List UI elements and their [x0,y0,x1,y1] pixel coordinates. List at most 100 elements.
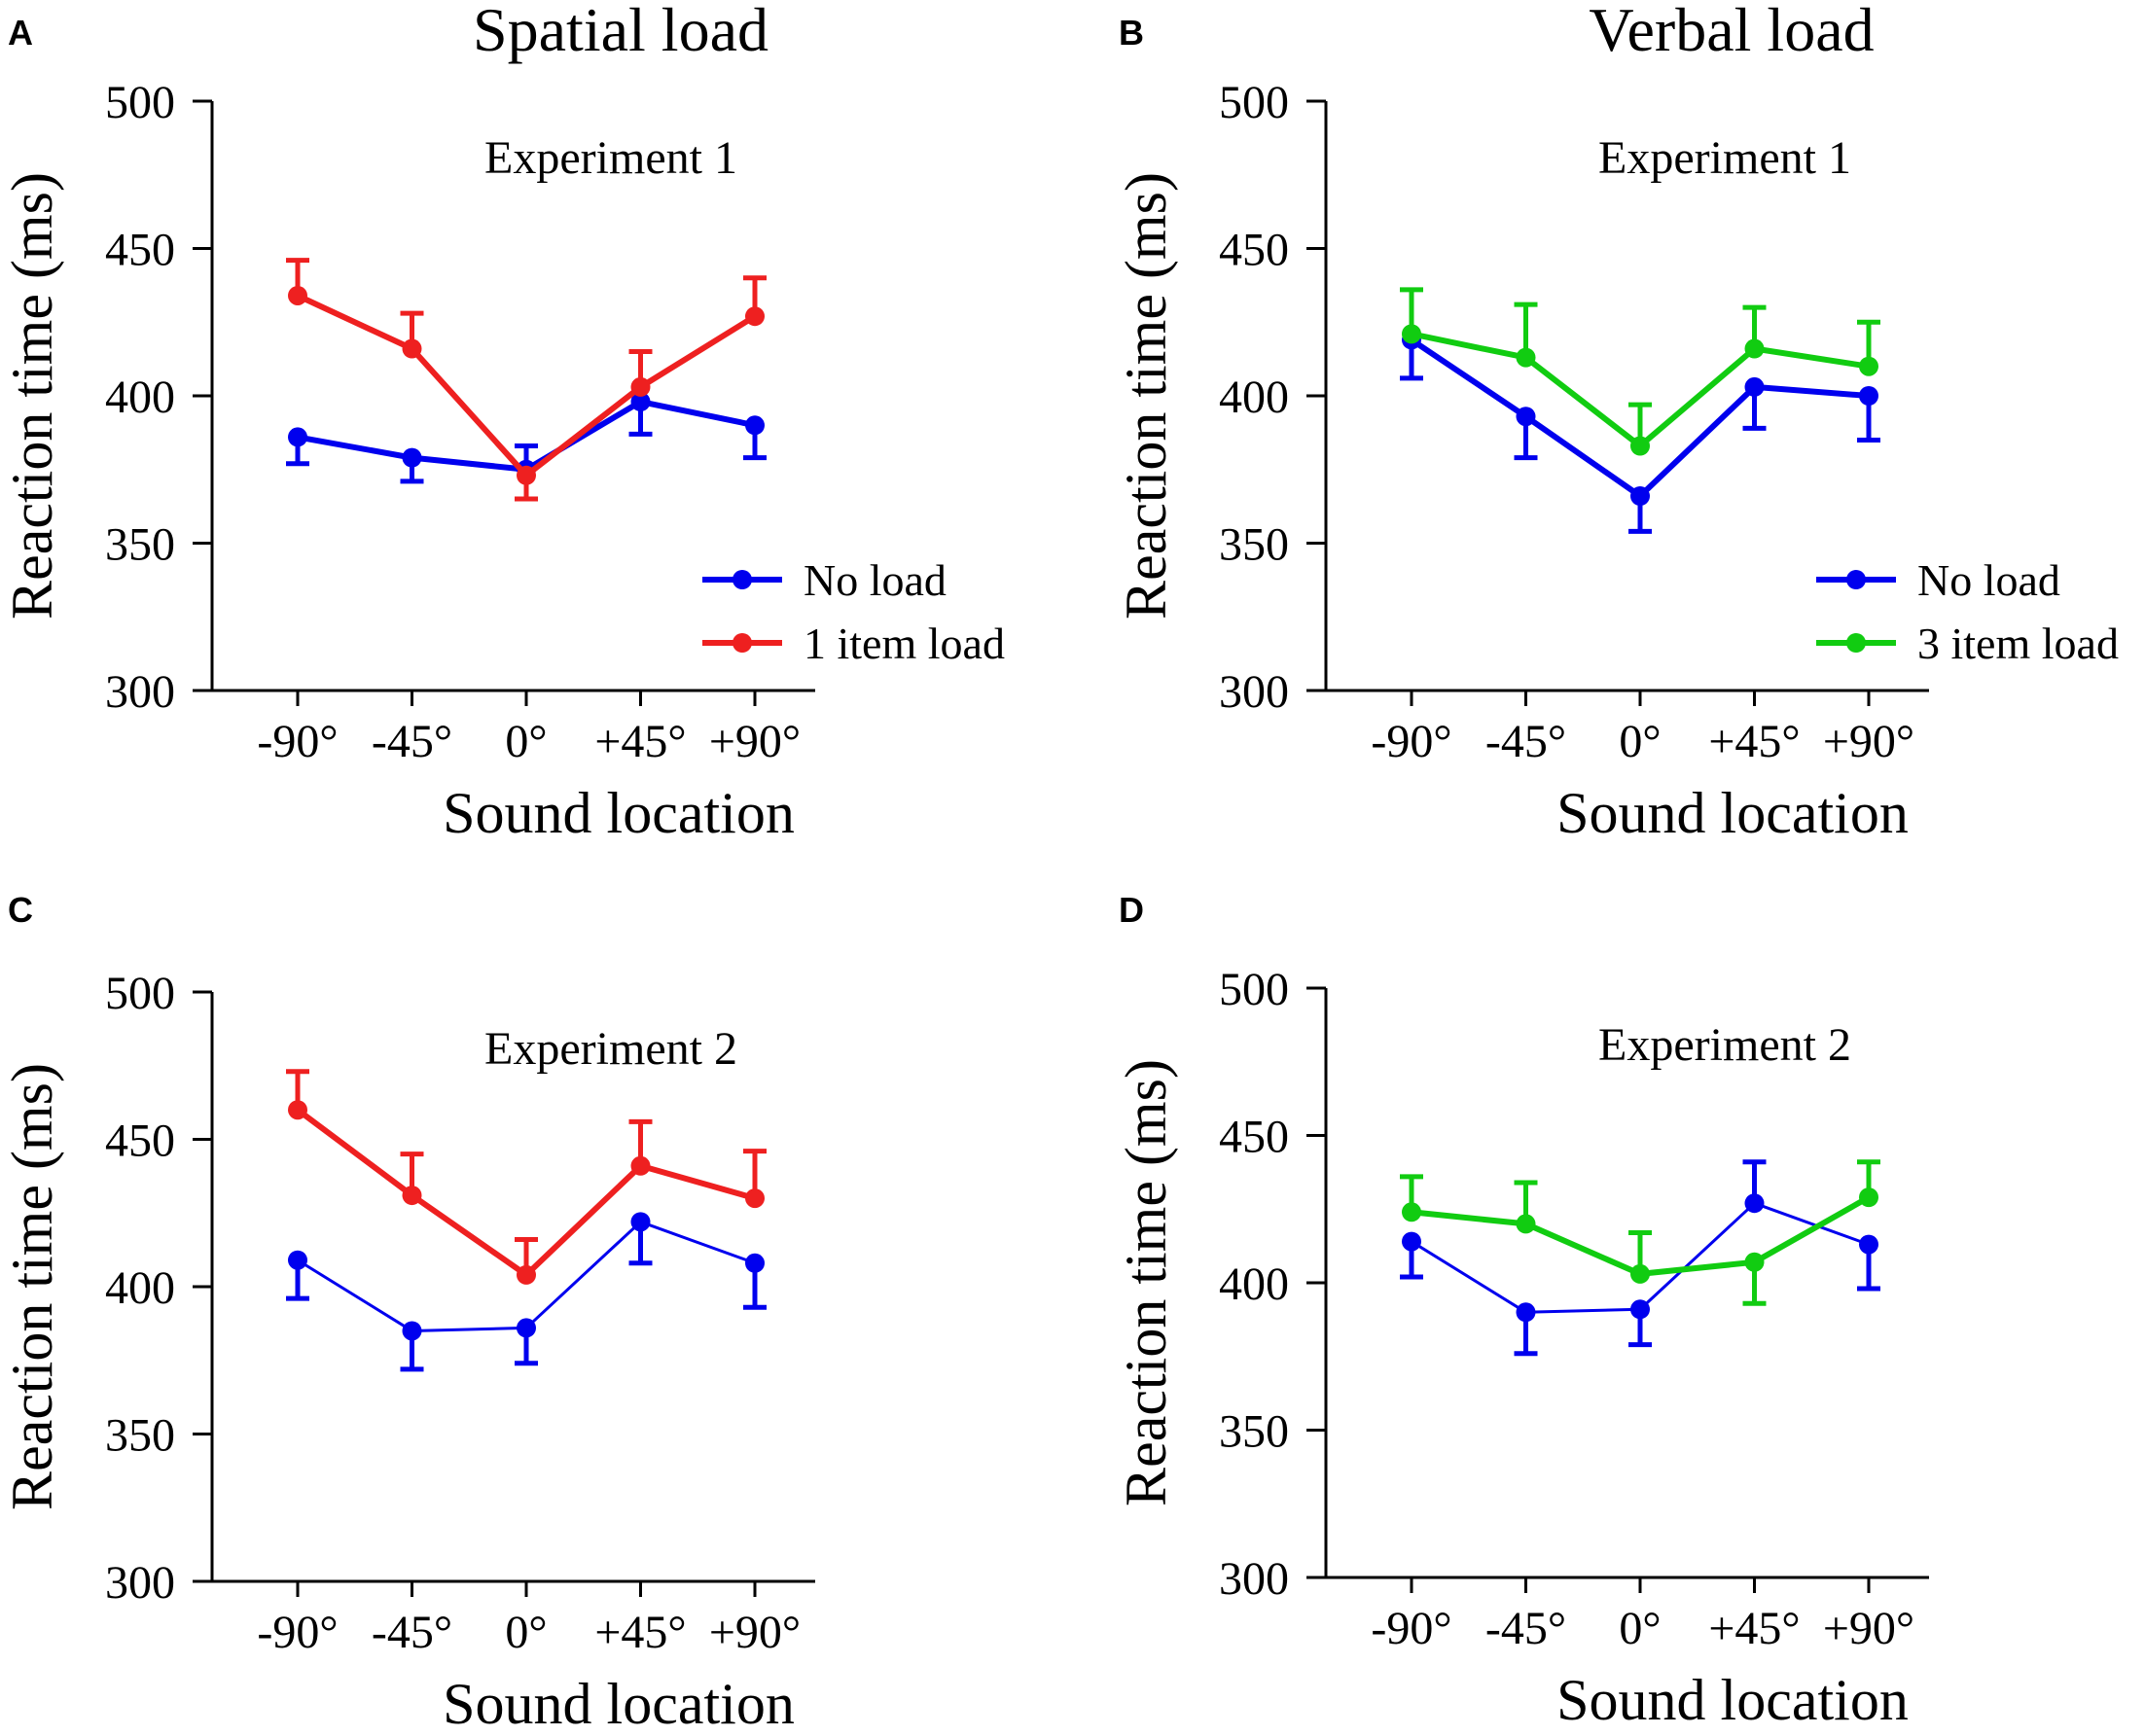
data-point [1402,1202,1421,1222]
data-point [745,306,765,327]
y-tick-label: 500 [105,968,175,1019]
legend-swatch-marker [733,633,752,653]
y-tick-label: 450 [105,1116,175,1167]
x-tick-label: +45° [1708,1603,1800,1654]
y-tick-label: 300 [105,666,175,718]
data-point [1859,1234,1878,1255]
y-tick-label: 350 [105,1410,175,1462]
data-point [630,1155,651,1176]
x-tick-label: -45° [372,1607,452,1658]
column-title-spatial: Spatial load [473,0,769,64]
data-point [630,376,651,397]
x-tick-label: +90° [1823,1603,1914,1654]
x-tick-label: +45° [594,1607,686,1658]
y-tick-label: 450 [1219,1112,1289,1163]
data-point [1516,407,1536,427]
legend: No load 3 item load [1816,555,2119,668]
data-point [1630,486,1650,507]
y-tick-label: 450 [1219,225,1289,276]
data-point [1516,1214,1536,1234]
x-tick-label: -90° [1371,1603,1451,1654]
y-tick-label: 500 [1219,77,1289,128]
data-point [1630,436,1650,456]
y-tick-label: 400 [1219,372,1289,423]
data-point [1859,1187,1878,1208]
series-no-load [286,1212,767,1372]
x-tick-label: +90° [1823,716,1914,767]
data-point [1744,338,1765,359]
x-tick-label: 0° [1619,716,1661,767]
legend-swatch-marker [1846,570,1866,589]
panel-label: C [8,890,33,930]
y-tick-label: 400 [1219,1258,1289,1310]
data-point [630,392,651,412]
x-tick-label: 0° [505,716,547,767]
legend-label: 1 item load [804,619,1005,668]
y-tick-label: 300 [1219,666,1289,718]
x-axis-label: Sound location [1556,781,1909,845]
panel-label: D [1119,890,1144,930]
data-point [1859,386,1878,406]
panel-title: Experiment 2 [484,1023,737,1075]
panel-d: D Experiment 2 300 350 400 450 500 -90° -45° 0° +4… [1114,890,1929,1732]
legend-swatch-marker [1846,633,1866,653]
data-point [402,1186,422,1206]
legend-label: 3 item load [1917,619,2119,668]
data-point [745,1188,765,1209]
panel-title: Experiment 1 [1598,132,1851,184]
series-3-item-load [1400,1159,1880,1306]
y-axis-label: Reaction time (ms) [1114,172,1178,620]
series-no-load [1400,1159,1880,1357]
series-3-item-load [1400,287,1880,456]
x-axis-label: Sound location [443,1672,795,1736]
x-tick-label: 0° [505,1607,547,1658]
data-point [288,1100,307,1120]
y-tick-label: 350 [105,519,175,571]
panels: A Experiment 1 300 350 400 450 500 -90° -45° 0° +4… [0,13,2119,1736]
data-point [1402,324,1421,344]
y-axis-label: Reaction time (ms) [0,172,64,620]
x-tick-label: -90° [257,1607,338,1658]
series-1-item-load [286,258,767,502]
y-tick-label: 350 [1219,1406,1289,1458]
data-point [517,1264,536,1285]
data-point [1744,376,1765,397]
y-tick-label: 300 [1219,1553,1289,1605]
data-point [630,1212,651,1232]
y-tick-label: 400 [105,372,175,423]
y-axis-label: Reaction time (ms) [1114,1059,1178,1506]
data-point [402,1321,422,1341]
data-point [1516,347,1536,368]
x-tick-label: -90° [257,716,338,767]
data-point [288,285,307,305]
data-point [288,427,307,447]
y-tick-label: 500 [1219,964,1289,1015]
data-point [288,1250,307,1270]
data-point [402,447,422,468]
y-axis-label: Reaction time (ms) [0,1063,64,1510]
panel-b: B Experiment 1 300 350 400 450 500 -90° -45° 0° +4… [1114,13,2119,845]
data-point [1744,1252,1765,1272]
x-tick-label: 0° [1619,1603,1661,1654]
panel-label: B [1119,13,1144,53]
data-point [517,1318,536,1338]
y-tick-label: 300 [105,1557,175,1609]
data-point [1630,1263,1650,1284]
panel-title: Experiment 1 [484,132,737,184]
data-point [1516,1302,1536,1323]
series-1-item-load [286,1069,767,1285]
data-point [1630,1299,1650,1320]
data-point [1744,1193,1765,1214]
data-point [745,1253,765,1273]
data-point [402,338,422,359]
panel-a: A Experiment 1 300 350 400 450 500 -90° -45° 0° +4… [0,13,1005,845]
x-tick-label: +45° [1708,716,1800,767]
x-tick-label: -90° [1371,716,1451,767]
y-tick-label: 350 [1219,519,1289,571]
x-tick-label: -45° [1485,716,1566,767]
x-tick-label: +90° [709,716,801,767]
data-point [1402,1231,1421,1252]
x-tick-label: -45° [1485,1603,1566,1654]
data-point [517,465,536,485]
data-point [1859,356,1878,376]
